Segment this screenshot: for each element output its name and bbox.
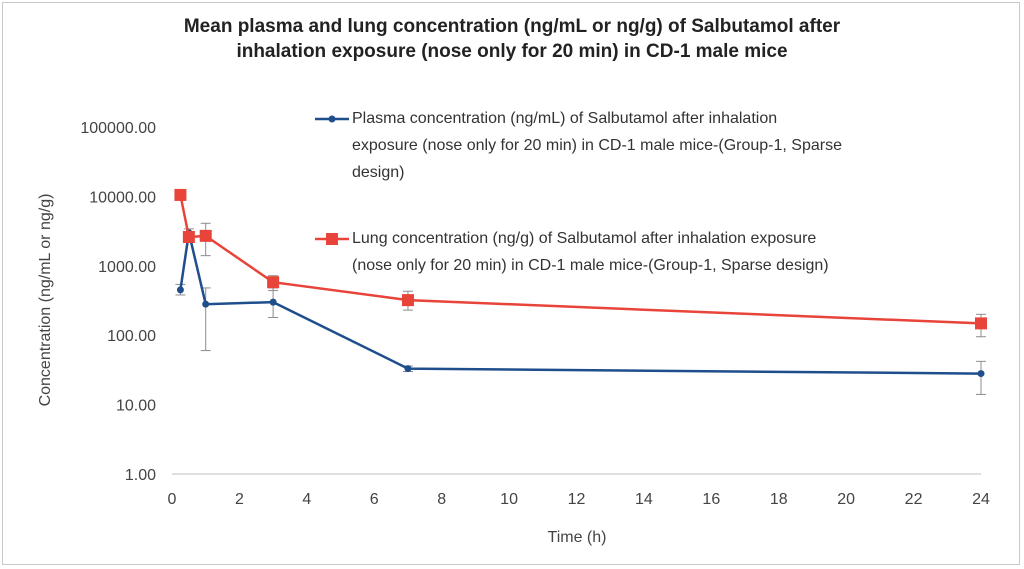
- x-tick-label: 14: [635, 491, 653, 508]
- series-plasma: [175, 228, 986, 395]
- x-tick-label: 6: [370, 491, 379, 508]
- legend: Plasma concentration (ng/mL) of Salbutam…: [315, 110, 842, 274]
- x-axis-label: Time (h): [548, 529, 607, 546]
- x-tick-label: 2: [235, 491, 244, 508]
- x-tick-label: 12: [568, 491, 586, 508]
- x-tick-label: 10: [500, 491, 518, 508]
- data-point-circle: [977, 370, 985, 378]
- data-point-square: [975, 317, 987, 330]
- legend-label: Plasma concentration (ng/mL) of Salbutam…: [352, 110, 777, 127]
- data-point-square: [199, 229, 212, 242]
- legend-label: exposure (nose only for 20 min) in CD-1 …: [352, 137, 842, 154]
- legend-label: (nose only for 20 min) in CD-1 male mice…: [352, 257, 829, 274]
- y-tick-label: 10.00: [116, 398, 156, 415]
- y-axis-label: Concentration (ng/mL or ng/g): [37, 194, 54, 407]
- x-tick-label: 24: [972, 491, 990, 508]
- series-layer: [174, 188, 987, 395]
- data-point-circle: [269, 298, 277, 306]
- legend-swatch-marker: [326, 233, 338, 245]
- series-lung: [174, 188, 987, 338]
- data-point-square: [267, 276, 280, 289]
- data-point-circle: [404, 365, 412, 373]
- y-tick-label: 1.00: [125, 467, 156, 484]
- y-tick-label: 10000.00: [89, 189, 156, 206]
- data-point-square: [174, 188, 187, 201]
- series-line: [179, 194, 982, 325]
- axes: 0 2 4 6 8 10 12 14 16 18 20 22 241.0010.00100.001000…: [80, 120, 990, 508]
- series-line: [179, 232, 982, 375]
- data-point-square: [401, 294, 414, 307]
- x-tick-label: 0: [168, 491, 177, 508]
- data-point-circle: [176, 286, 184, 294]
- x-tick-label: 4: [302, 491, 311, 508]
- legend-swatch-marker: [328, 115, 336, 123]
- x-tick-label: 16: [702, 491, 720, 508]
- x-tick-label: 22: [905, 491, 923, 508]
- x-tick-label: 8: [437, 491, 446, 508]
- y-tick-label: 100000.00: [80, 120, 156, 137]
- legend-entry: Plasma concentration (ng/mL) of Salbutam…: [315, 110, 842, 181]
- y-tick-label: 1000.00: [98, 259, 156, 276]
- x-tick-label: 20: [837, 491, 855, 508]
- chart-title: Mean plasma and lung concentration (ng/m…: [183, 16, 841, 62]
- data-point-circle: [202, 300, 210, 308]
- x-tick-label: 18: [770, 491, 788, 508]
- legend-entry: Lung concentration (ng/g) of Salbutamol …: [315, 230, 829, 274]
- legend-label: design): [352, 164, 404, 181]
- data-point-square: [182, 231, 195, 244]
- y-tick-label: 100.00: [107, 328, 156, 345]
- legend-label: Lung concentration (ng/g) of Salbutamol …: [352, 230, 816, 247]
